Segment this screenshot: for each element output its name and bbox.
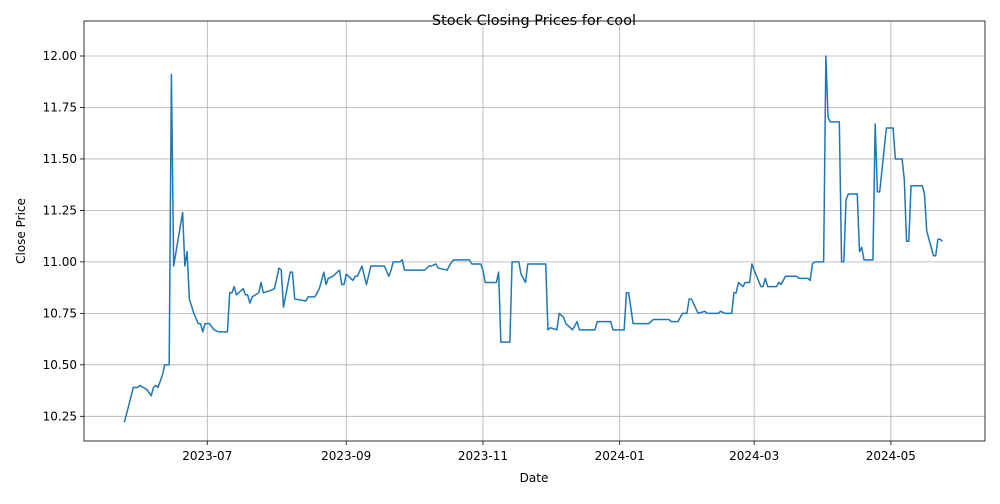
y-tick-label: 11.25 xyxy=(43,203,77,217)
y-tick-label: 10.25 xyxy=(43,409,77,423)
x-tick-label: 2023-09 xyxy=(321,449,371,463)
y-axis-label: Close Price xyxy=(14,198,28,264)
x-tick-label: 2024-03 xyxy=(729,449,779,463)
y-tick-label: 11.00 xyxy=(43,255,77,269)
y-tick-label: 10.50 xyxy=(43,358,77,372)
y-tick-label: 10.75 xyxy=(43,306,77,320)
plot-frame xyxy=(83,20,986,442)
y-tick-label: 11.75 xyxy=(43,100,77,114)
price-line xyxy=(123,55,943,423)
x-tick-label: 2024-01 xyxy=(595,449,645,463)
x-tick-label: 2024-05 xyxy=(866,449,916,463)
x-axis-label: Date xyxy=(520,471,549,485)
x-tick-label: 2023-07 xyxy=(182,449,232,463)
y-tick-label: 12.00 xyxy=(43,49,77,63)
x-tick-label: 2023-11 xyxy=(458,449,508,463)
y-tick-label: 11.50 xyxy=(43,152,77,166)
